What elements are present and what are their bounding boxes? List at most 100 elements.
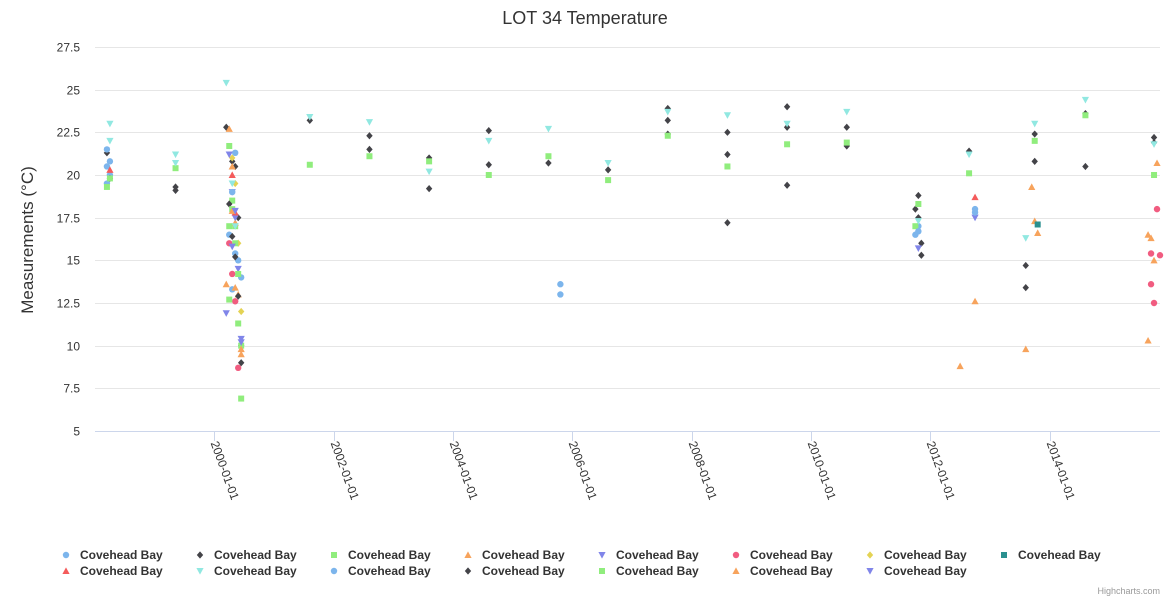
- data-point: [485, 161, 492, 169]
- data-point: [724, 219, 731, 227]
- data-point: [366, 132, 373, 140]
- legend-label: Covehead Bay: [348, 564, 431, 578]
- legend-item[interactable]: Covehead Bay: [464, 564, 565, 578]
- data-point: [226, 296, 233, 303]
- legend-symbol: [330, 567, 338, 575]
- data-point: [237, 350, 245, 358]
- legend-item[interactable]: Covehead Bay: [196, 564, 297, 578]
- data-point: [724, 163, 731, 170]
- data-point: [557, 291, 564, 298]
- credits-link[interactable]: Highcharts.com: [1097, 586, 1160, 596]
- data-point: [971, 209, 979, 216]
- data-point: [426, 158, 433, 165]
- data-point: [1150, 141, 1158, 148]
- data-point: [545, 153, 552, 160]
- legend-item[interactable]: Covehead Bay: [1001, 548, 1101, 562]
- axes: 5 7.5 10 12.5 15 17.5 20 22.5 25 27.5 2000-01-01 20…: [57, 41, 1160, 502]
- legend-label: Covehead Bay: [616, 548, 699, 562]
- data-point: [226, 142, 233, 149]
- data-point: [229, 197, 236, 204]
- data-point: [966, 170, 973, 177]
- data-point: [235, 270, 242, 277]
- legend-symbol: [464, 551, 472, 558]
- data-point: [366, 145, 373, 153]
- data-point: [232, 298, 239, 305]
- data-point: [783, 103, 791, 111]
- series-6: [226, 205, 1164, 372]
- chart-title: LOT 34 Temperature: [502, 8, 667, 28]
- data-point: [229, 270, 236, 278]
- data-point: [1031, 130, 1038, 138]
- data-point: [1150, 133, 1158, 142]
- data-point: [366, 153, 373, 160]
- legend-item[interactable]: Covehead Bay: [464, 548, 565, 562]
- legend-item[interactable]: Covehead Bay: [330, 564, 431, 578]
- legend-item[interactable]: Covehead Bay: [62, 564, 163, 578]
- data-point: [1034, 229, 1042, 237]
- legend-label: Covehead Bay: [348, 548, 431, 562]
- data-point: [664, 116, 671, 124]
- data-point: [1147, 234, 1155, 242]
- data-point: [1153, 159, 1161, 167]
- series-3: [103, 112, 1158, 402]
- legend-symbol: [866, 551, 874, 559]
- legend-symbol: [196, 568, 204, 575]
- data-point: [237, 345, 245, 353]
- legend-item[interactable]: Covehead Bay: [732, 548, 833, 562]
- y-tick-label: 12.5: [57, 297, 81, 311]
- legend-label: Covehead Bay: [80, 548, 163, 562]
- data-point: [106, 137, 114, 145]
- data-point: [228, 180, 236, 188]
- y-tick-label: 17.5: [57, 212, 81, 226]
- data-point: [172, 165, 179, 172]
- legend: Covehead Bay Covehead Bay Covehead Bay Cove…: [62, 548, 1101, 578]
- data-point: [228, 162, 236, 170]
- legend-item[interactable]: Covehead Bay: [599, 564, 699, 578]
- legend-item[interactable]: Covehead Bay: [62, 548, 163, 562]
- legend-symbol: [866, 568, 874, 575]
- data-point: [965, 151, 973, 159]
- legend-item[interactable]: Covehead Bay: [866, 564, 967, 578]
- data-point: [604, 160, 612, 167]
- legend-item[interactable]: Covehead Bay: [331, 548, 431, 562]
- data-point: [544, 125, 553, 133]
- data-point: [232, 179, 239, 188]
- data-point: [915, 201, 922, 208]
- legend-item[interactable]: Covehead Bay: [866, 548, 967, 562]
- legend-label: Covehead Bay: [482, 564, 565, 578]
- legend-item[interactable]: Covehead Bay: [598, 548, 699, 562]
- legend-label: Covehead Bay: [616, 564, 699, 578]
- series-14: [225, 125, 1152, 353]
- data-points: [103, 79, 1164, 402]
- data-point: [914, 245, 922, 252]
- series-15: [225, 151, 245, 346]
- legend-item[interactable]: Covehead Bay: [196, 548, 297, 562]
- data-point: [238, 395, 245, 402]
- y-tick-label: 5: [73, 425, 80, 439]
- data-point: [228, 243, 236, 251]
- legend-symbol: [331, 552, 337, 558]
- x-tick-label: 2008-01-01: [686, 439, 720, 502]
- y-tick-label: 20: [67, 169, 81, 183]
- data-point: [1150, 256, 1158, 264]
- data-point: [231, 223, 239, 230]
- data-point: [171, 151, 180, 159]
- series-2: [103, 103, 1158, 350]
- legend-item[interactable]: Covehead Bay: [732, 564, 833, 578]
- data-point: [1031, 137, 1038, 144]
- data-point: [1144, 231, 1152, 238]
- data-point: [1156, 252, 1164, 259]
- legend-label: Covehead Bay: [1018, 548, 1101, 562]
- data-point: [226, 223, 233, 230]
- data-point: [485, 137, 493, 145]
- data-point: [965, 147, 973, 155]
- data-point: [103, 146, 111, 153]
- data-point: [106, 158, 114, 165]
- data-point: [232, 253, 239, 261]
- data-point: [1022, 261, 1029, 270]
- legend-symbol: [464, 567, 472, 575]
- data-point: [237, 339, 245, 346]
- data-point: [1031, 157, 1038, 165]
- data-point: [912, 223, 919, 230]
- legend-symbol: [599, 568, 605, 574]
